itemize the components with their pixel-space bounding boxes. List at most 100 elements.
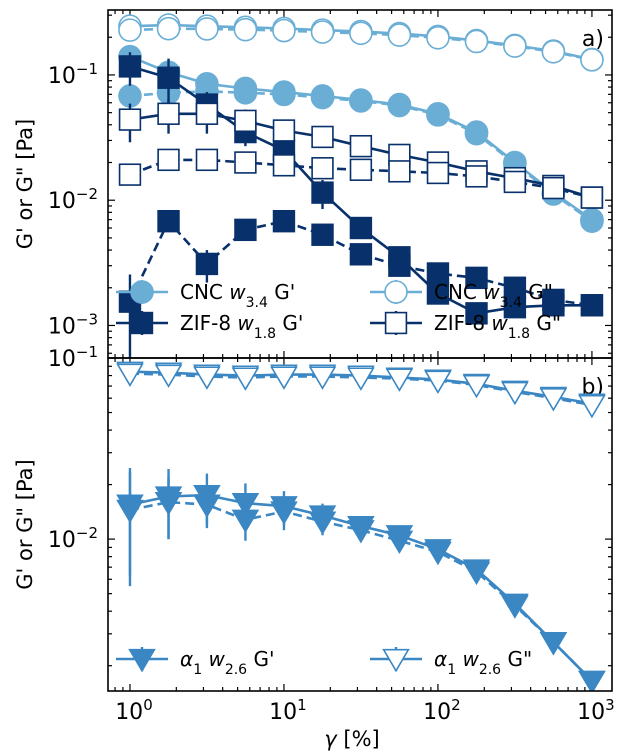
data-point <box>465 266 488 290</box>
legend-label: ZIF-8 w1.8 G' <box>180 311 303 342</box>
data-point <box>157 66 180 89</box>
legend-marker <box>130 311 154 335</box>
data-point <box>426 103 450 127</box>
legend: CNC w3.4 G' CNC w3.4 G" ZIF-8 w1.8 G' ZIF-8… <box>116 280 561 342</box>
data-point <box>503 34 527 58</box>
data-point <box>272 18 296 43</box>
data-point <box>157 209 180 233</box>
data-point <box>270 366 298 390</box>
data-point <box>542 176 565 200</box>
data-point <box>347 520 375 544</box>
data-point <box>231 367 260 391</box>
data-point <box>462 374 491 399</box>
data-point <box>118 18 142 42</box>
data-point <box>349 243 373 266</box>
data-point <box>310 20 335 44</box>
data-point <box>580 186 604 209</box>
data-point <box>349 89 373 113</box>
legend-marker <box>130 280 154 304</box>
data-point <box>193 494 221 518</box>
x-tick-label: 100 <box>115 696 153 725</box>
data-point <box>195 252 219 276</box>
plot-area <box>116 361 606 691</box>
panel-label: a) <box>582 27 604 52</box>
data-point <box>424 370 452 394</box>
data-point <box>234 151 257 174</box>
y-tick-label: 10−2 <box>48 185 98 214</box>
legend-marker <box>128 648 156 673</box>
x-axis-label: γ [%] <box>324 727 379 751</box>
legend: α1 w2.6 G' α1 w2.6 G" <box>116 647 532 678</box>
data-point <box>462 561 491 586</box>
legend-marker <box>384 311 408 335</box>
data-point <box>116 363 144 387</box>
data-point <box>578 394 606 419</box>
legend-label: CNC w3.4 G" <box>434 280 553 311</box>
data-point <box>195 148 219 172</box>
data-point <box>308 366 337 390</box>
legend-label: CNC w3.4 G' <box>180 280 295 311</box>
data-point <box>503 170 527 194</box>
data-point <box>349 158 373 181</box>
y-axis-label: G' or G" [Pa] <box>13 119 37 249</box>
data-point <box>311 157 334 180</box>
series <box>118 148 604 209</box>
legend-item: ZIF-8 w1.8 G" <box>370 311 561 342</box>
legend-item: CNC w3.4 G" <box>370 280 553 311</box>
data-point <box>116 499 144 524</box>
data-point <box>118 55 142 78</box>
data-point <box>426 161 450 185</box>
data-point <box>578 670 606 691</box>
data-point <box>311 223 334 246</box>
legend-label: α1 w2.6 G" <box>434 647 532 678</box>
data-point <box>388 160 411 183</box>
legend-label: α1 w2.6 G' <box>180 647 274 678</box>
data-point <box>501 381 529 406</box>
legend-item: α1 w2.6 G' <box>116 647 274 678</box>
data-point <box>310 85 335 110</box>
data-point <box>195 102 219 125</box>
data-point <box>154 492 183 516</box>
data-point <box>385 530 414 555</box>
data-point <box>233 17 258 42</box>
data-point <box>387 23 412 47</box>
panel-a: 10−310−210−1G' or G" [Pa]a)CNC w3.4 G' CN… <box>13 9 613 359</box>
data-point <box>231 509 260 534</box>
data-point <box>385 368 414 392</box>
data-point <box>465 302 488 325</box>
data-point <box>349 21 373 46</box>
series <box>118 16 604 72</box>
plot-area <box>118 13 604 358</box>
data-point <box>464 29 489 54</box>
data-point <box>118 163 142 186</box>
data-point <box>426 262 450 285</box>
data-point <box>539 632 568 656</box>
data-point <box>424 541 452 566</box>
data-point <box>195 17 219 41</box>
data-point <box>347 367 375 391</box>
data-point <box>272 82 296 107</box>
y-tick-label: 10−1 <box>48 60 98 89</box>
data-point <box>272 154 296 177</box>
data-point <box>580 294 604 317</box>
data-point <box>154 364 183 388</box>
legend-item: ZIF-8 w1.8 G' <box>116 311 303 342</box>
data-point <box>580 48 604 72</box>
data-point <box>157 148 180 172</box>
data-point <box>541 40 566 64</box>
data-point <box>388 254 411 277</box>
legend-marker <box>382 648 410 673</box>
legend-marker <box>384 280 408 304</box>
data-point <box>311 181 334 204</box>
series <box>118 99 604 209</box>
data-point <box>193 366 221 390</box>
y-tick-label: 10−2 <box>48 524 98 553</box>
data-point <box>542 288 565 312</box>
data-point <box>157 102 180 125</box>
data-point <box>465 165 488 188</box>
axes-frame <box>107 357 613 692</box>
legend-item: CNC w3.4 G' <box>116 280 295 311</box>
legend-item: α1 w2.6 G" <box>370 647 532 678</box>
